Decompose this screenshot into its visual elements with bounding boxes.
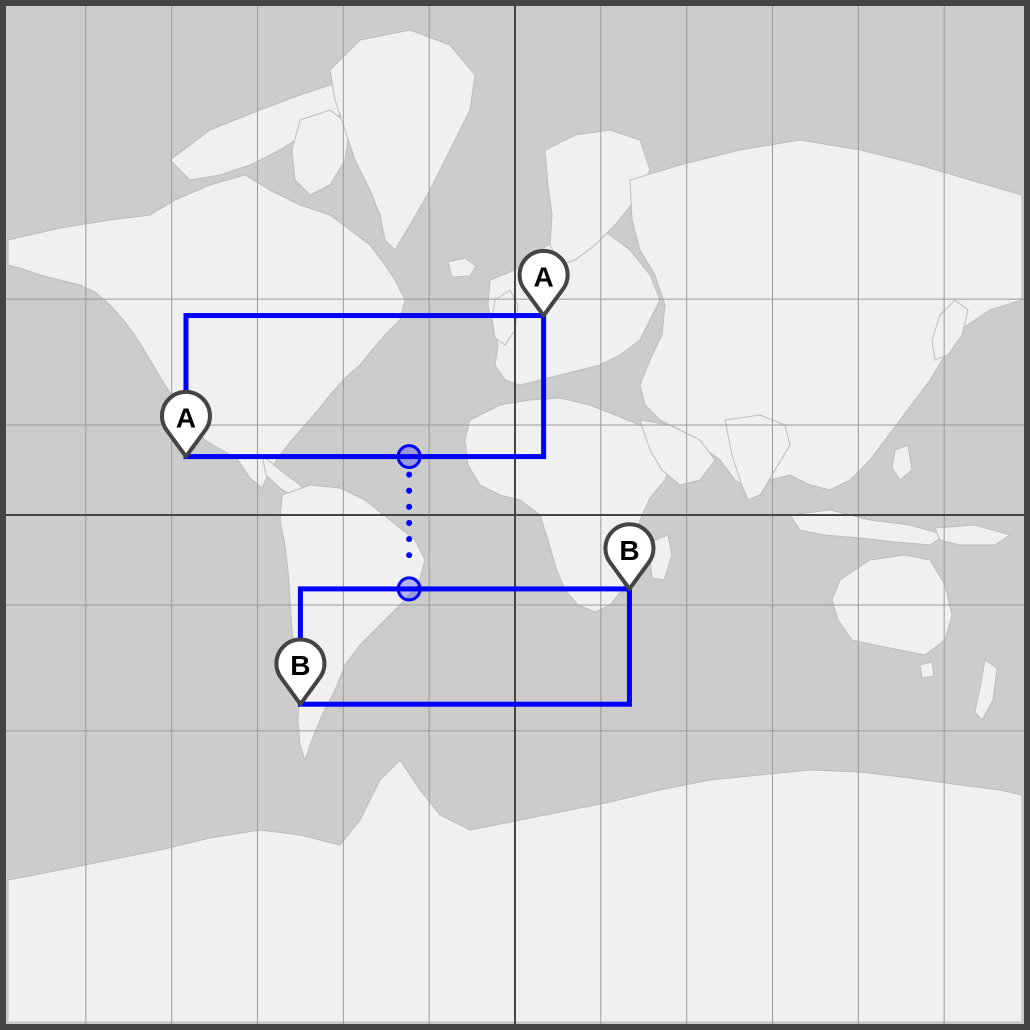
marker-pin-a-southwest[interactable]: A [159,389,212,459]
arabian-peninsula [639,419,716,486]
marker-pin-b-southwest[interactable]: B [274,637,327,707]
marker-label: B [290,650,310,681]
philippines [891,444,913,481]
asia [629,139,1023,491]
marker-pin-b-northeast[interactable]: B [603,522,656,591]
baffin-island [291,109,351,196]
box-a [183,313,547,460]
iceland [447,257,477,278]
pin-icon [517,248,570,318]
markers: A A B B [159,248,656,707]
connector-start-circle [396,444,422,470]
connector-end-circle [396,576,422,602]
japan [931,299,969,361]
tasmania [919,661,935,679]
pin-icon [159,389,212,459]
marker-label: B [619,535,639,566]
new-zealand [974,659,998,721]
connector [396,444,422,602]
indonesia [789,509,947,546]
scandinavia [544,129,651,266]
marker-label: A [176,403,196,434]
pin-icon [603,522,656,591]
marker-label: A [533,262,553,293]
greenland [329,29,476,251]
pin-icon [274,637,327,707]
marker-pin-a-northeast[interactable]: A [517,248,570,318]
new-guinea [934,524,1012,546]
